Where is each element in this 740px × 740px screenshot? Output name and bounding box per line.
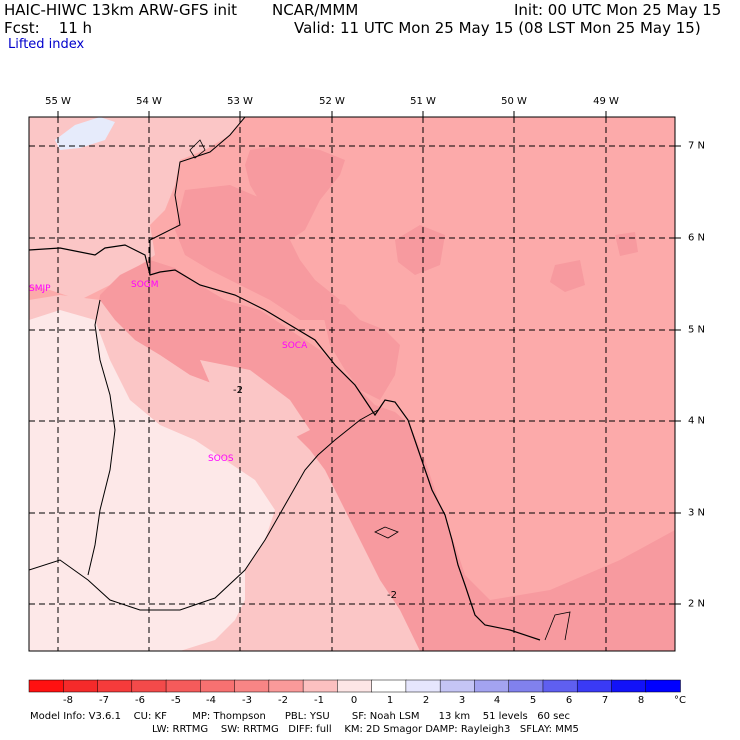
lon-label: 51 W — [410, 96, 436, 107]
dark-ocean-patch — [550, 260, 585, 292]
dark-ocean-patch — [175, 185, 340, 320]
colorbar-label: 2 — [422, 695, 430, 706]
model-title: HAIC-HIWC 13km ARW-GFS init — [4, 1, 238, 19]
border-line — [87, 299, 116, 576]
field-name: Lifted index — [8, 37, 85, 52]
colorbar-swatch — [337, 679, 373, 693]
station-label: SOOS — [208, 454, 234, 464]
colorbar-swatch — [474, 679, 510, 693]
lat-label: 3 N — [688, 507, 706, 519]
lat-label: 2 N — [688, 598, 706, 610]
institution-label: NCAR/MMM — [272, 1, 359, 19]
colorbar-swatch — [131, 679, 167, 693]
colorbar-label: 7 — [601, 695, 609, 706]
colorbar-label: -3 — [242, 695, 252, 706]
dark-ocean-patch — [320, 300, 400, 400]
colorbar-swatch — [542, 679, 578, 693]
colorbar-label: 1 — [386, 695, 394, 706]
model-info-line1: Model Info: V3.6.1 CU: KF MP: Thompson P… — [30, 711, 570, 722]
lon-label: 54 W — [136, 96, 162, 107]
border-line — [149, 117, 246, 241]
station-label: SOGM — [131, 280, 159, 290]
colorbar-swatch — [405, 679, 441, 693]
land-mid-region — [200, 360, 310, 440]
contour-line — [189, 139, 206, 159]
colorbar-swatch — [28, 679, 65, 693]
colorbar-unit: °C — [674, 695, 686, 706]
colorbar-label: -5 — [171, 695, 181, 706]
colorbar-label: 6 — [565, 695, 573, 706]
lon-label: 50 W — [501, 96, 527, 107]
contour-label: -2 — [387, 590, 397, 601]
lat-lon-grid — [29, 117, 675, 651]
colorbar-label: 8 — [637, 695, 645, 706]
colorbar-label: -2 — [278, 695, 288, 706]
colorbar-swatch — [268, 679, 304, 693]
colorbar-label: 4 — [493, 695, 501, 706]
lat-ticks — [675, 145, 681, 605]
blue-patch — [55, 117, 115, 150]
colorbar-swatch — [63, 679, 99, 693]
init-time: Init: 00 UTC Mon 25 May 15 — [514, 1, 722, 19]
colorbar — [28, 679, 681, 693]
colorbar-label: -1 — [314, 695, 324, 706]
contour-line — [544, 611, 571, 641]
map-frame — [28, 116, 676, 652]
station-label: SOCA — [282, 341, 308, 351]
colorbar-swatch — [97, 679, 133, 693]
contour-label: -2 — [233, 385, 243, 396]
lon-label: 55 W — [45, 96, 71, 107]
colorbar-swatch — [576, 679, 613, 693]
coastline — [29, 244, 541, 641]
border-line — [29, 409, 379, 611]
contour-line — [374, 526, 399, 539]
colorbar-swatch — [645, 679, 681, 693]
forecast-hour: Fcst: 11 h — [4, 19, 93, 37]
colorbar-label: 0 — [350, 695, 358, 706]
colorbar-label: -4 — [206, 695, 216, 706]
colorbar-swatch — [611, 679, 647, 693]
lat-label: 5 N — [688, 324, 706, 336]
lat-label: 4 N — [688, 415, 706, 427]
model-info-line2: LW: RRTMG SW: RRTMG DIFF: full KM: 2D Sm… — [152, 724, 579, 735]
nw-light-region — [29, 117, 245, 300]
colorbar-label: -6 — [135, 695, 145, 706]
station-label: SMJP — [29, 284, 51, 294]
colorbar-label: 5 — [529, 695, 537, 706]
colorbar-label: 3 — [458, 695, 466, 706]
lon-ticks — [57, 111, 607, 117]
valid-time: Valid: 11 UTC Mon 25 May 15 (08 LST Mon … — [294, 19, 701, 37]
lon-label: 53 W — [227, 96, 253, 107]
colorbar-swatch — [439, 679, 476, 693]
colorbar-swatch — [508, 679, 544, 693]
colorbar-swatch — [234, 679, 270, 693]
colorbar-swatch — [165, 679, 202, 693]
colorbar-label: -8 — [63, 695, 73, 706]
colorbar-label: -7 — [99, 695, 109, 706]
lon-label: 49 W — [593, 96, 619, 107]
colorbar-swatch — [371, 679, 407, 693]
colorbar-swatch — [302, 679, 339, 693]
colorbar-swatch — [200, 679, 236, 693]
lat-label: 6 N — [688, 232, 706, 244]
lon-label: 52 W — [319, 96, 345, 107]
lat-label: 7 N — [688, 140, 706, 152]
